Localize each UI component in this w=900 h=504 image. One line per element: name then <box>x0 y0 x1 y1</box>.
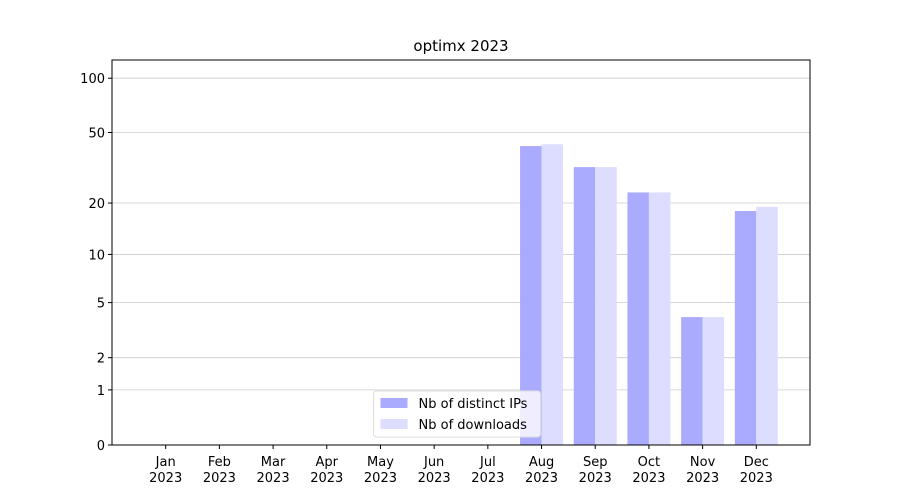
x-tick-label: Jun <box>423 455 444 470</box>
bar <box>520 146 542 445</box>
y-tick-label: 50 <box>88 127 105 142</box>
x-tick-label: 2023 <box>579 471 612 486</box>
y-tick-label: 5 <box>97 297 105 312</box>
y-tick-label: 10 <box>88 248 105 263</box>
x-tick-label: 2023 <box>525 471 558 486</box>
bar <box>734 210 757 445</box>
x-tick-label: Nov <box>690 455 716 470</box>
legend-swatch <box>380 419 408 429</box>
x-tick-label: 2023 <box>686 471 719 486</box>
x-tick-label: 2023 <box>203 471 236 486</box>
bar <box>681 317 703 445</box>
x-tick-label: Mar <box>261 455 286 470</box>
y-tick-label: 100 <box>80 72 105 87</box>
x-tick-label: 2023 <box>471 471 504 486</box>
x-tick-label: Jul <box>479 455 496 470</box>
y-tick-label: 20 <box>88 197 105 212</box>
x-tick-label: 2023 <box>632 471 665 486</box>
chart-title: optimx 2023 <box>413 37 508 55</box>
x-tick-label: Jan <box>155 455 176 470</box>
legend-box <box>373 390 541 438</box>
x-tick-label: Feb <box>208 455 231 470</box>
y-tick-label: 2 <box>97 352 105 367</box>
y-tick-label: 1 <box>97 384 105 399</box>
x-tick-label: Aug <box>529 455 554 470</box>
x-tick-label: 2023 <box>418 471 451 486</box>
x-tick-label: Apr <box>316 455 339 470</box>
bar <box>627 192 649 445</box>
plot-frame <box>111 59 811 446</box>
bar <box>702 317 725 445</box>
bar <box>648 192 671 445</box>
x-tick-label: 2023 <box>149 471 182 486</box>
bar <box>756 206 778 445</box>
x-tick-label: May <box>367 455 394 470</box>
bar <box>595 167 617 445</box>
legend-label: Nb of downloads <box>419 418 528 433</box>
x-tick-label: 2023 <box>364 471 397 486</box>
x-tick-label: 2023 <box>740 471 773 486</box>
x-tick-label: 2023 <box>310 471 343 486</box>
x-tick-label: Dec <box>744 455 769 470</box>
y-tick-label: 0 <box>97 439 105 454</box>
legend-swatch <box>380 398 408 408</box>
bar <box>541 144 564 445</box>
bar <box>573 167 596 445</box>
legend-label: Nb of distinct IPs <box>419 397 528 412</box>
x-tick-label: Oct <box>638 455 660 470</box>
legend: Nb of distinct IPs Nb of downloads <box>373 390 541 438</box>
x-tick-label: Sep <box>583 455 608 470</box>
x-tick-label: 2023 <box>257 471 290 486</box>
